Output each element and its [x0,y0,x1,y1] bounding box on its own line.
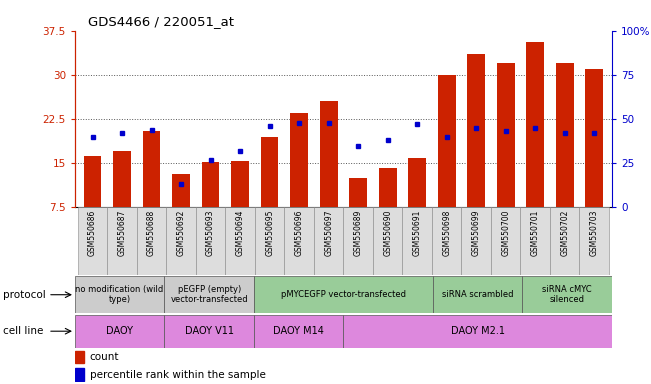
Text: GSM550690: GSM550690 [383,209,392,256]
Text: GSM550697: GSM550697 [324,209,333,256]
Bar [75,368,84,381]
Bar [75,276,164,313]
Bar [225,207,255,275]
Bar [432,207,462,275]
Bar [585,69,603,207]
Text: GSM550693: GSM550693 [206,209,215,256]
Text: GSM550686: GSM550686 [88,209,97,256]
Text: GSM550698: GSM550698 [442,209,451,256]
Bar [173,174,190,207]
Bar [284,207,314,275]
Bar [344,315,612,348]
Text: GSM550703: GSM550703 [590,209,599,256]
Bar [402,207,432,275]
Text: pEGFP (empty)
vector-transfected: pEGFP (empty) vector-transfected [171,285,248,305]
Bar [167,207,196,275]
Bar [255,207,284,275]
Bar [196,207,225,275]
Text: percentile rank within the sample: percentile rank within the sample [90,369,266,379]
Text: GSM550699: GSM550699 [472,209,480,256]
Text: GSM550702: GSM550702 [561,209,569,256]
Text: GSM550701: GSM550701 [531,209,540,256]
Text: GSM550692: GSM550692 [176,209,186,256]
Bar [164,315,254,348]
Bar [107,207,137,275]
Bar [520,207,550,275]
Bar [467,54,485,207]
Bar [373,207,402,275]
Text: GSM550694: GSM550694 [236,209,245,256]
Text: GSM550695: GSM550695 [265,209,274,256]
Text: GSM550688: GSM550688 [147,209,156,256]
Bar [462,207,491,275]
Text: GSM550689: GSM550689 [353,209,363,256]
Bar [75,315,164,348]
Text: GSM550691: GSM550691 [413,209,422,256]
Bar [433,276,522,313]
Text: cell line: cell line [3,326,44,336]
Bar [202,162,219,207]
Bar [143,131,160,207]
Text: siRNA cMYC
silenced: siRNA cMYC silenced [542,285,592,305]
Bar [556,63,574,207]
Bar [231,161,249,207]
Text: GSM550700: GSM550700 [501,209,510,256]
Text: DAOY V11: DAOY V11 [185,326,234,336]
Bar [579,207,609,275]
Text: count: count [90,352,119,362]
Bar [438,75,456,207]
Bar [527,43,544,207]
Text: GSM550696: GSM550696 [295,209,303,256]
Bar [550,207,579,275]
Bar [78,207,107,275]
Bar [84,156,102,207]
Bar [75,351,84,363]
Bar [491,207,520,275]
Text: DAOY: DAOY [106,326,133,336]
Text: pMYCEGFP vector-transfected: pMYCEGFP vector-transfected [281,290,406,299]
Text: protocol: protocol [3,290,46,300]
Text: GDS4466 / 220051_at: GDS4466 / 220051_at [88,15,234,28]
Bar [350,178,367,207]
Bar [254,276,433,313]
Bar [137,207,167,275]
Text: siRNA scrambled: siRNA scrambled [442,290,514,299]
Text: GSM550687: GSM550687 [118,209,126,256]
Bar [408,158,426,207]
Bar [379,168,396,207]
Bar [320,101,337,207]
Text: DAOY M2.1: DAOY M2.1 [450,326,505,336]
Bar [164,276,254,313]
Bar [261,137,279,207]
Bar [290,113,308,207]
Bar [497,63,514,207]
Bar [254,315,344,348]
Bar [522,276,612,313]
Bar [113,151,131,207]
Bar [343,207,373,275]
Bar [314,207,343,275]
Text: no modification (wild
type): no modification (wild type) [76,285,164,305]
Text: DAOY M14: DAOY M14 [273,326,324,336]
